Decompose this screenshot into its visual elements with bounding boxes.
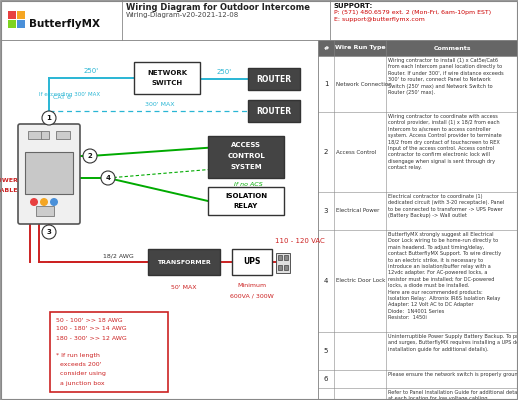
- Text: TRANSFORMER: TRANSFORMER: [157, 260, 211, 264]
- Text: E: support@butterflymx.com: E: support@butterflymx.com: [334, 17, 425, 22]
- Bar: [148, 249, 220, 275]
- Bar: [278, 265, 282, 270]
- Bar: [0, 40, 318, 400]
- Text: CAT 6: CAT 6: [53, 95, 71, 100]
- Text: 600VA / 300W: 600VA / 300W: [230, 293, 274, 298]
- Bar: [17, 11, 25, 19]
- Text: ButterflyMX strongly suggest all Electrical
Door Lock wiring to be home-run dire: ButterflyMX strongly suggest all Electri…: [388, 232, 501, 320]
- Text: 4: 4: [324, 278, 328, 284]
- Circle shape: [50, 198, 58, 206]
- Text: 250': 250': [217, 69, 232, 75]
- Text: consider using: consider using: [56, 372, 106, 376]
- Text: Electrical Power: Electrical Power: [336, 208, 379, 214]
- Circle shape: [30, 198, 38, 206]
- Bar: [208, 187, 284, 215]
- Text: Comments: Comments: [433, 46, 471, 50]
- Text: Network Connection: Network Connection: [336, 82, 392, 86]
- Bar: [318, 40, 518, 400]
- Text: Wiring-Diagram-v20-2021-12-08: Wiring-Diagram-v20-2021-12-08: [126, 12, 239, 18]
- Text: ROUTER: ROUTER: [256, 74, 292, 84]
- Text: 250': 250': [84, 68, 99, 74]
- Text: 2: 2: [324, 149, 328, 155]
- Bar: [36, 206, 54, 216]
- Circle shape: [40, 198, 48, 206]
- Bar: [56, 131, 70, 139]
- Text: 1: 1: [47, 115, 51, 121]
- Bar: [232, 249, 272, 275]
- Bar: [278, 255, 282, 260]
- Text: 1: 1: [324, 81, 328, 87]
- Bar: [284, 265, 288, 270]
- Text: P: (571) 480.6579 ext. 2 (Mon-Fri, 6am-10pm EST): P: (571) 480.6579 ext. 2 (Mon-Fri, 6am-1…: [334, 10, 491, 15]
- Text: SYSTEM: SYSTEM: [230, 164, 262, 170]
- Bar: [318, 40, 518, 56]
- Text: ButterflyMX: ButterflyMX: [29, 19, 100, 29]
- Text: 5: 5: [324, 348, 328, 354]
- Text: 300' MAX: 300' MAX: [145, 102, 175, 107]
- Bar: [284, 255, 288, 260]
- Text: 6: 6: [324, 376, 328, 382]
- Text: Wiring contractor to install (1) x Cat5e/Cat6
from each Intercom panel location : Wiring contractor to install (1) x Cat5e…: [388, 58, 503, 95]
- Bar: [134, 62, 200, 94]
- Bar: [8, 20, 16, 28]
- Text: SUPPORT:: SUPPORT:: [334, 3, 373, 9]
- Text: ISOLATION: ISOLATION: [225, 193, 267, 199]
- Text: 50 - 100' >> 18 AWG: 50 - 100' >> 18 AWG: [56, 318, 123, 322]
- Circle shape: [42, 225, 56, 239]
- Circle shape: [101, 171, 115, 185]
- Text: ACCESS: ACCESS: [231, 142, 261, 148]
- Text: 110 - 120 VAC: 110 - 120 VAC: [275, 238, 325, 244]
- Text: POWER: POWER: [0, 178, 18, 182]
- Text: UPS: UPS: [243, 258, 261, 266]
- Text: Refer to Panel Installation Guide for additional details. Leave 6' service loop
: Refer to Panel Installation Guide for ad…: [388, 390, 518, 400]
- Text: RELAY: RELAY: [234, 203, 258, 209]
- Text: 3: 3: [324, 208, 328, 214]
- Bar: [248, 68, 300, 90]
- Bar: [248, 100, 300, 122]
- Bar: [276, 253, 290, 273]
- Text: 100 - 180' >> 14 AWG: 100 - 180' >> 14 AWG: [56, 326, 126, 332]
- Text: Wiring contractor to coordinate with access
control provider, install (1) x 18/2: Wiring contractor to coordinate with acc…: [388, 114, 502, 170]
- Text: 180 - 300' >> 12 AWG: 180 - 300' >> 12 AWG: [56, 336, 127, 340]
- Text: CONTROL: CONTROL: [227, 153, 265, 159]
- Bar: [50, 312, 168, 392]
- Text: 3: 3: [47, 229, 51, 235]
- Text: 18/2 AWG: 18/2 AWG: [103, 254, 133, 259]
- Text: 2: 2: [88, 153, 92, 159]
- Text: 7: 7: [324, 399, 328, 400]
- Text: ROUTER: ROUTER: [256, 106, 292, 116]
- Text: a junction box: a junction box: [56, 380, 105, 386]
- Bar: [8, 11, 16, 19]
- Text: Uninterruptible Power Supply Battery Backup. To prevent voltage drops
and surges: Uninterruptible Power Supply Battery Bac…: [388, 334, 518, 352]
- Bar: [25, 152, 73, 194]
- Text: NETWORK: NETWORK: [147, 70, 187, 76]
- Text: If no ACS: If no ACS: [234, 182, 263, 188]
- Text: CABLE: CABLE: [0, 188, 18, 192]
- Text: Minimum: Minimum: [237, 283, 267, 288]
- Text: #: #: [323, 46, 328, 50]
- Text: exceeds 200': exceeds 200': [56, 362, 102, 368]
- Text: Electrical contractor to coordinate (1)
dedicated circuit (with 3-20 receptacle): Electrical contractor to coordinate (1) …: [388, 194, 505, 218]
- Bar: [208, 136, 284, 178]
- Text: 50' MAX: 50' MAX: [171, 285, 197, 290]
- Text: * If run length: * If run length: [56, 354, 100, 358]
- Circle shape: [42, 111, 56, 125]
- Bar: [0, 0, 518, 40]
- Bar: [41, 131, 49, 139]
- Text: Electric Door Lock: Electric Door Lock: [336, 278, 385, 284]
- Text: 4: 4: [106, 175, 110, 181]
- Text: Access Control: Access Control: [336, 150, 376, 154]
- FancyBboxPatch shape: [18, 124, 80, 224]
- Circle shape: [83, 149, 97, 163]
- Text: If exceeding 300' MAX: If exceeding 300' MAX: [39, 92, 100, 97]
- Bar: [28, 131, 42, 139]
- Text: Wiring Diagram for Outdoor Intercome: Wiring Diagram for Outdoor Intercome: [126, 3, 310, 12]
- Text: Wire Run Type: Wire Run Type: [335, 46, 385, 50]
- Bar: [17, 20, 25, 28]
- Text: Please ensure the network switch is properly grounded.: Please ensure the network switch is prop…: [388, 372, 518, 377]
- Text: SWITCH: SWITCH: [151, 80, 182, 86]
